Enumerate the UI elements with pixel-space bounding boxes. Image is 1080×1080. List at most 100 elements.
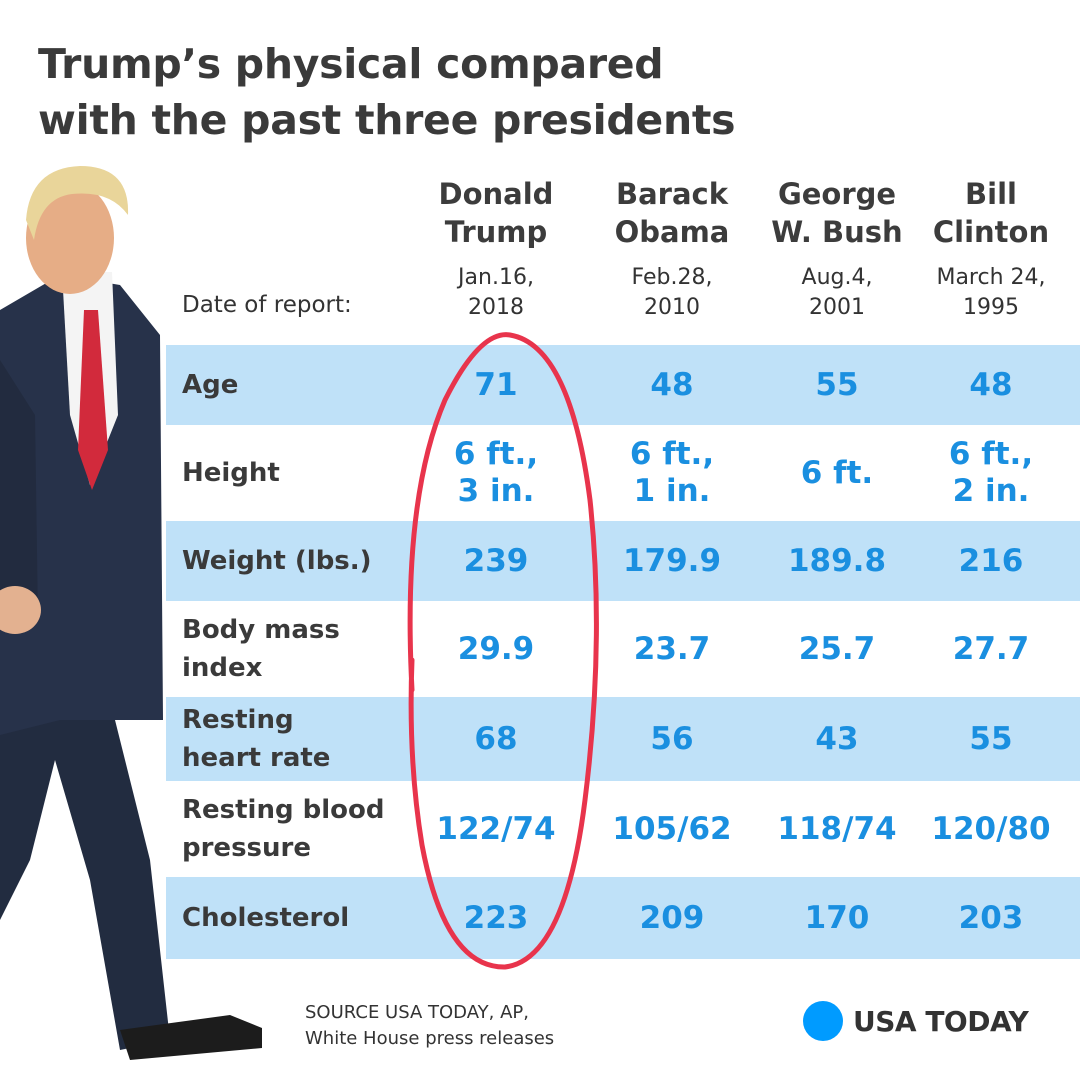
- row-label-line: heart rate: [182, 743, 331, 773]
- table-cell: 25.7: [752, 601, 922, 697]
- cell-value: 170: [804, 899, 870, 936]
- header-date-line: March 24,: [936, 265, 1046, 290]
- cell-value: 1 in.: [633, 473, 711, 509]
- table-cell: 6 ft.: [752, 425, 922, 521]
- president-photo: [0, 166, 262, 1060]
- header-date-line: 1995: [963, 295, 1019, 320]
- table-cell: 68: [411, 697, 581, 781]
- row-label: Age: [182, 345, 238, 425]
- column-header-date: Feb.28, 2010: [587, 263, 757, 323]
- row-label-line: Height: [182, 458, 280, 488]
- table-cell: 48: [906, 345, 1076, 425]
- header-date-line: Feb.28,: [631, 265, 713, 290]
- row-label-line: Cholesterol: [182, 903, 350, 933]
- table-cell: 27.7: [906, 601, 1076, 697]
- row-band: [166, 877, 1080, 959]
- date-of-report-label: Date of report:: [182, 292, 352, 318]
- cell-value: 48: [969, 366, 1013, 403]
- row-label: Resting heart rate: [182, 697, 330, 781]
- cell-value: 29.9: [457, 630, 535, 667]
- row-label-line: pressure: [182, 833, 311, 863]
- row-label: Cholesterol: [182, 877, 349, 959]
- table-cell: 6 ft., 1 in.: [587, 425, 757, 521]
- table-cell: 6 ft., 2 in.: [906, 425, 1076, 521]
- cell-value: 216: [958, 542, 1024, 579]
- logo-dot-icon: [803, 1001, 843, 1041]
- header-date-line: 2010: [644, 295, 700, 320]
- person-torso: [0, 272, 163, 735]
- cell-value: 3 in.: [457, 473, 535, 509]
- table-cell: 43: [752, 697, 922, 781]
- row-label: Body mass index: [182, 601, 340, 697]
- table-cell: 118/74: [752, 781, 922, 877]
- column-header-date: March 24, 1995: [906, 263, 1076, 323]
- row-label-line: Resting: [182, 705, 294, 735]
- header-name-line: Donald: [438, 177, 554, 211]
- source-note: SOURCE USA TODAY, AP, White House press …: [305, 1000, 554, 1052]
- column-header-date: Aug.4, 2001: [752, 263, 922, 323]
- table-cell: 71: [411, 345, 581, 425]
- cell-value: 122/74: [436, 810, 556, 847]
- cell-value: 6 ft.,: [629, 436, 715, 472]
- cell-value: 2 in.: [952, 473, 1030, 509]
- chart-title: Trump’s physical compared with the past …: [38, 36, 736, 148]
- table-cell: 209: [587, 877, 757, 959]
- cell-value: 43: [815, 720, 859, 757]
- header-name-line: Obama: [614, 215, 730, 249]
- cell-value: 23.7: [633, 630, 711, 667]
- source-line-2: White House press releases: [305, 1028, 555, 1049]
- person-legs: [0, 700, 262, 1060]
- row-label: Weight (lbs.): [182, 521, 372, 601]
- cell-value: 6 ft.: [800, 454, 874, 491]
- cell-value: 203: [958, 899, 1024, 936]
- table-cell: 56: [587, 697, 757, 781]
- tie-icon: [78, 310, 108, 490]
- row-band: [166, 521, 1080, 601]
- row-label-line: index: [182, 653, 263, 683]
- logo-text: USA TODAY: [853, 1004, 1029, 1038]
- table-cell: 55: [752, 345, 922, 425]
- row-label: Resting blood pressure: [182, 781, 385, 877]
- header-name-line: George: [777, 177, 897, 211]
- table-cell: 29.9: [411, 601, 581, 697]
- cell-value: 209: [639, 899, 705, 936]
- table-cell: 223: [411, 877, 581, 959]
- cell-value: 27.7: [952, 630, 1030, 667]
- header-name-line: Barack: [615, 177, 729, 211]
- column-header-date: Jan.16, 2018: [411, 263, 581, 323]
- column-header-name: George W. Bush: [752, 175, 922, 251]
- table-cell: 179.9: [587, 521, 757, 601]
- table-cell: 239: [411, 521, 581, 601]
- header-name-line: Trump: [444, 215, 548, 249]
- cell-value: 223: [463, 899, 529, 936]
- row-label-line: Resting blood: [182, 795, 385, 825]
- cell-value: 55: [815, 366, 859, 403]
- header-name-line: Clinton: [932, 215, 1050, 249]
- cell-value: 118/74: [777, 810, 897, 847]
- table-cell: 170: [752, 877, 922, 959]
- cell-value: 56: [650, 720, 694, 757]
- table-cell: 122/74: [411, 781, 581, 877]
- column-header-name: Donald Trump: [411, 175, 581, 251]
- row-label-line: Body mass: [182, 615, 340, 645]
- cell-value: 105/62: [612, 810, 732, 847]
- row-label-line: Age: [182, 370, 239, 400]
- table-cell: 216: [906, 521, 1076, 601]
- header-name-line: Bill: [965, 177, 1017, 211]
- shoe-icon: [120, 1015, 262, 1060]
- row-label-line: Weight (lbs.): [182, 546, 372, 576]
- cell-value: 48: [650, 366, 694, 403]
- cell-value: 239: [463, 542, 529, 579]
- header-date-line: 2001: [809, 295, 865, 320]
- header-date-line: 2018: [468, 295, 524, 320]
- cell-value: 55: [969, 720, 1013, 757]
- cell-value: 68: [474, 720, 518, 757]
- table-cell: 203: [906, 877, 1076, 959]
- row-band: [166, 345, 1080, 425]
- cell-value: 25.7: [798, 630, 876, 667]
- usa-today-logo: USA TODAY: [803, 1001, 1029, 1041]
- title-line-2: with the past three presidents: [38, 96, 736, 144]
- cell-value: 179.9: [622, 542, 722, 579]
- cell-value: 6 ft.,: [453, 436, 539, 472]
- table-cell: 23.7: [587, 601, 757, 697]
